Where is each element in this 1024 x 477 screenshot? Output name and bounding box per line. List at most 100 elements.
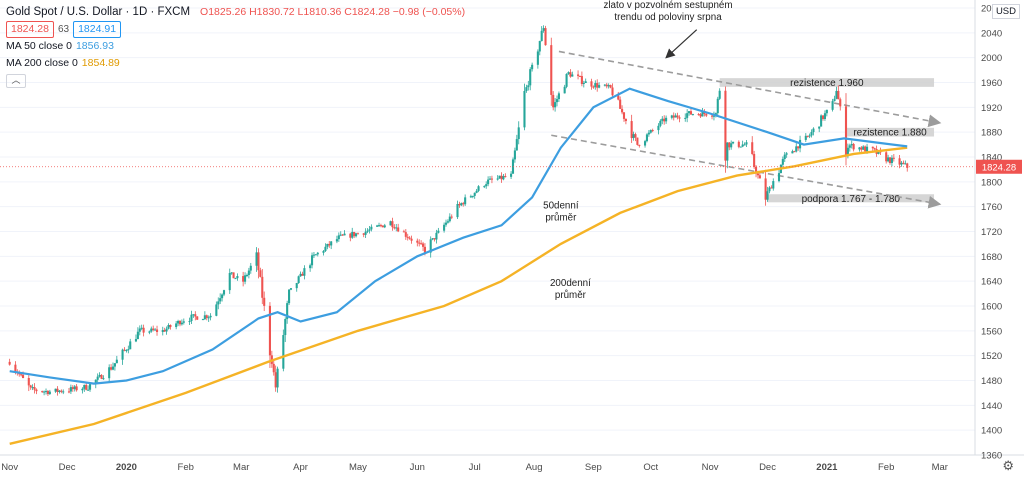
candle (511, 157, 515, 174)
symbol-title[interactable]: Gold Spot / U.S. Dollar · 1D · FXCM (6, 6, 191, 18)
time-tick-label: Mar (233, 462, 249, 473)
bid-price[interactable]: 1824.28 (6, 21, 54, 38)
candle (605, 82, 608, 89)
candle-body (180, 322, 183, 325)
candle (804, 133, 807, 142)
candle-body (645, 134, 649, 142)
candle-body (634, 134, 637, 138)
candle (408, 236, 411, 240)
candle (674, 113, 677, 118)
candle-body (282, 335, 285, 369)
candle-body (175, 323, 178, 328)
candle-body (697, 114, 700, 116)
candle-body (523, 90, 526, 128)
candle (531, 62, 534, 72)
candle-body (764, 178, 767, 200)
candle (437, 227, 440, 234)
candle-body (485, 184, 488, 187)
candle-body (410, 238, 413, 241)
candle-body (647, 132, 650, 135)
candle-body (152, 328, 155, 331)
price-tick-label: 1840 (981, 153, 1002, 164)
time-tick-label: May (349, 462, 367, 473)
candle (665, 115, 668, 124)
candle (180, 319, 183, 326)
candle-body (259, 270, 262, 277)
candle (420, 240, 423, 245)
candle (462, 201, 465, 207)
candle (661, 116, 664, 125)
candle-body (161, 330, 164, 333)
candle (536, 49, 539, 69)
candle-body (598, 85, 601, 88)
candle (161, 326, 164, 336)
candle (852, 142, 855, 152)
candle-body (339, 234, 342, 236)
time-tick-label: Aug (526, 462, 543, 473)
candle (538, 40, 541, 56)
candle-body (295, 283, 298, 289)
candle-body (892, 157, 895, 159)
candle (362, 233, 365, 238)
candle-body (502, 176, 505, 180)
candle-body (571, 74, 574, 77)
candle-body (431, 238, 434, 240)
candle (712, 111, 715, 121)
candle-body (906, 163, 909, 168)
collapse-legend-icon[interactable]: ︿ (6, 74, 26, 88)
candle (255, 247, 258, 272)
ma200-row[interactable]: MA 200 close 0 1854.89 (6, 55, 465, 72)
candle-body (831, 101, 834, 110)
candle-body (111, 366, 115, 370)
candle (236, 273, 239, 281)
candle (205, 314, 208, 321)
gear-icon[interactable]: ⚙ (1002, 458, 1014, 473)
candle-body (379, 225, 382, 227)
candle (818, 126, 821, 133)
candle (435, 229, 438, 244)
candle (825, 109, 828, 117)
candle-body (404, 232, 407, 237)
candle (148, 330, 151, 335)
candle-body (888, 157, 892, 163)
ask-price[interactable]: 1824.91 (73, 21, 122, 38)
candle (383, 223, 386, 229)
candle-body (35, 389, 38, 392)
candle-body (88, 384, 92, 390)
candle (732, 141, 735, 145)
candle-body (205, 315, 208, 318)
price-tick-label: 2080 (981, 4, 1002, 15)
candle-body (823, 113, 826, 119)
candle-body (190, 314, 193, 322)
candle (456, 200, 459, 220)
annotation-text: 50denní průměr (543, 201, 579, 224)
candle-body (718, 90, 721, 99)
candle (594, 80, 597, 90)
candle-body (129, 341, 132, 350)
candle (433, 238, 436, 242)
candle-body (406, 236, 409, 238)
candle-body (219, 298, 222, 302)
candle (839, 97, 842, 111)
price-tick-label: 1400 (981, 426, 1002, 437)
candle-body (60, 390, 63, 392)
candle-body (43, 391, 46, 393)
candle-body (29, 385, 32, 388)
currency-label[interactable]: USD (991, 4, 1020, 19)
time-tick-label: Nov (1, 462, 18, 473)
candle (301, 271, 304, 276)
candle-body (383, 225, 386, 228)
candle (8, 358, 11, 366)
candle-body (846, 147, 849, 157)
ma50-row[interactable]: MA 50 close 0 1856.93 (6, 38, 465, 55)
candle (513, 147, 516, 163)
candle (351, 227, 354, 239)
candle (276, 366, 279, 393)
price-tick-label: 2040 (981, 28, 1002, 39)
candle-body (632, 134, 635, 139)
candle (247, 267, 250, 279)
price-tick-label: 1600 (981, 302, 1002, 313)
candle-body (389, 221, 392, 226)
candle (791, 149, 794, 154)
